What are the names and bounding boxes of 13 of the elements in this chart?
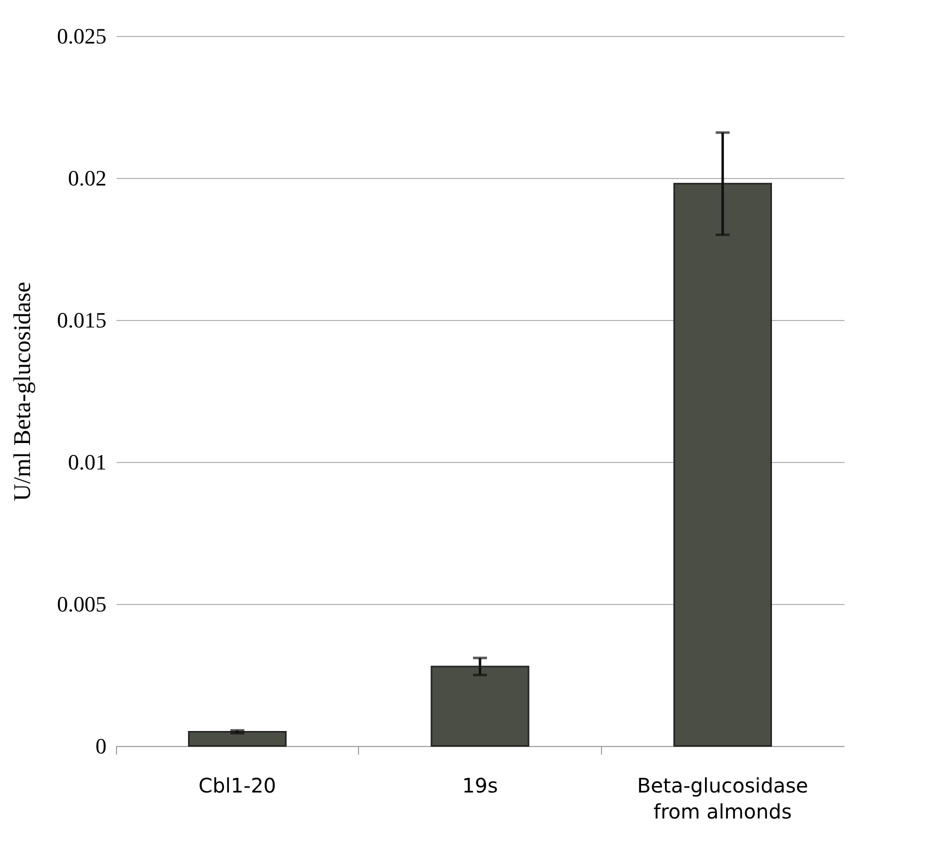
y-tick-label: 0.005 xyxy=(57,592,106,616)
y-axis-title: U/ml Beta-glucosidase xyxy=(10,282,36,502)
bar xyxy=(673,182,772,747)
y-tick-label: 0 xyxy=(96,734,106,758)
bar xyxy=(188,731,287,747)
bar xyxy=(430,666,530,747)
x-tick-label: Beta-glucosidase from almonds xyxy=(637,774,808,824)
x-tick-label: 19s xyxy=(462,774,498,798)
y-tick-label: 0.015 xyxy=(57,308,106,332)
y-tick-label: 0.025 xyxy=(57,24,106,48)
y-tick-label: 0.02 xyxy=(68,166,106,190)
y-tick-label: 0.01 xyxy=(68,450,106,474)
x-tick-label: Cbl1-20 xyxy=(198,774,276,798)
